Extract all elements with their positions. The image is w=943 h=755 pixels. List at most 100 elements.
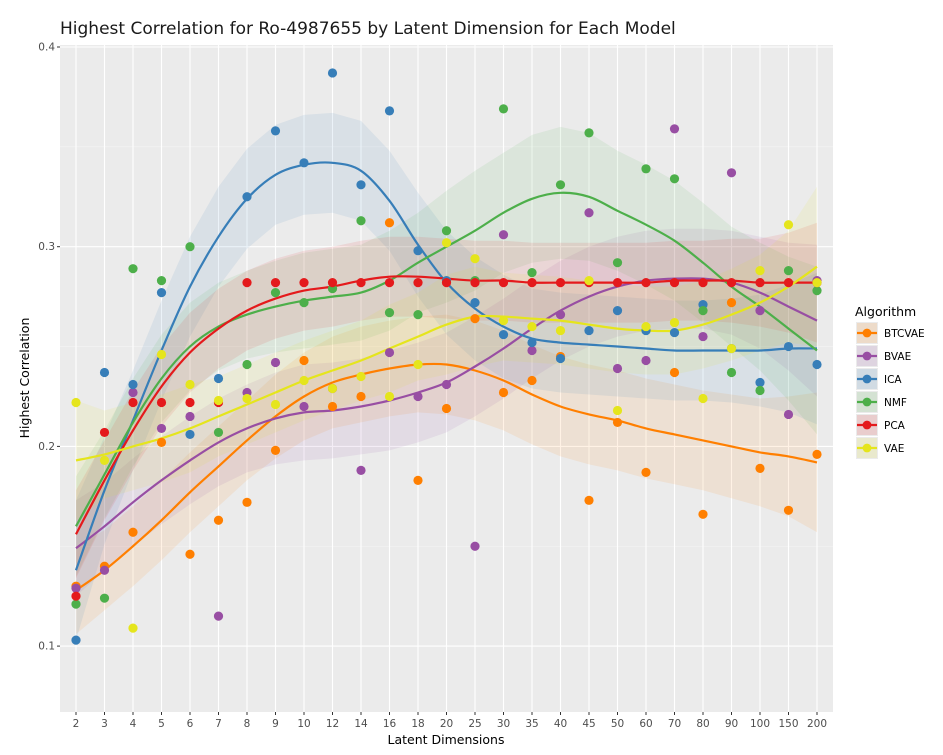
point-ica bbox=[413, 246, 423, 256]
point-ica bbox=[470, 298, 480, 308]
point-bvae bbox=[413, 391, 423, 402]
point-bvae bbox=[498, 230, 509, 240]
point-ica bbox=[612, 306, 623, 316]
point-btcvae bbox=[156, 437, 167, 448]
legend-label: VAE bbox=[884, 443, 904, 455]
legend-label: BTCVAE bbox=[884, 328, 925, 340]
point-ica bbox=[584, 325, 594, 336]
x-tick-label: 3 bbox=[101, 718, 108, 730]
point-nmf bbox=[242, 359, 252, 370]
point-ica bbox=[669, 327, 680, 338]
x-tick-label: 45 bbox=[582, 718, 595, 730]
x-tick-label: 150 bbox=[778, 718, 798, 730]
point-ica bbox=[71, 635, 81, 645]
point-btcvae bbox=[299, 355, 309, 366]
point-vae bbox=[783, 220, 794, 230]
point-vae bbox=[812, 278, 822, 288]
x-tick-label: 18 bbox=[411, 718, 424, 730]
y-axis: 0.1 0.2 0.3 0.4 bbox=[38, 41, 60, 653]
point-vae bbox=[413, 359, 423, 370]
point-nmf bbox=[213, 427, 224, 438]
legend-key-point bbox=[862, 328, 872, 338]
point-pca bbox=[299, 278, 309, 288]
point-btcvae bbox=[384, 218, 395, 228]
point-pca bbox=[755, 278, 765, 288]
point-pca bbox=[669, 278, 680, 288]
point-vae bbox=[641, 321, 651, 332]
point-btcvae bbox=[612, 417, 623, 428]
point-nmf bbox=[71, 599, 81, 609]
point-pca bbox=[356, 278, 366, 288]
x-tick-label: 16 bbox=[383, 718, 397, 730]
x-tick-label: 7 bbox=[215, 718, 222, 730]
point-ica bbox=[242, 192, 252, 202]
point-nmf bbox=[441, 226, 452, 236]
point-pca bbox=[384, 278, 395, 288]
point-vae bbox=[270, 399, 281, 410]
point-vae bbox=[612, 405, 623, 416]
point-btcvae bbox=[185, 549, 195, 559]
point-nmf bbox=[555, 180, 566, 190]
point-vae bbox=[584, 276, 594, 286]
point-vae bbox=[555, 325, 566, 336]
point-vae bbox=[156, 349, 167, 360]
point-bvae bbox=[185, 411, 195, 422]
confidence-band-ica bbox=[76, 112, 817, 641]
point-vae bbox=[441, 238, 452, 248]
point-vae bbox=[356, 371, 366, 382]
point-pca bbox=[498, 278, 509, 288]
point-btcvae bbox=[327, 401, 338, 412]
point-pca bbox=[270, 278, 281, 288]
x-tick-label: 30 bbox=[497, 718, 510, 730]
point-nmf bbox=[384, 307, 395, 318]
x-tick-label: 100 bbox=[750, 718, 770, 730]
point-nmf bbox=[527, 268, 537, 278]
point-pca bbox=[612, 278, 623, 288]
confidence-band-pca bbox=[76, 222, 817, 579]
point-btcvae bbox=[755, 463, 765, 473]
point-btcvae bbox=[812, 449, 822, 459]
x-tick-label: 25 bbox=[468, 718, 481, 730]
legend-item-btcvae: BTCVAE bbox=[856, 322, 925, 344]
point-btcvae bbox=[242, 497, 252, 507]
x-tick-label: 80 bbox=[696, 718, 709, 730]
point-bvae bbox=[698, 331, 708, 342]
x-axis: 2 3 4 5 6 7 8 9 10 12 14 16 18 20 25 30 35 40 45 50 60 70 80 90… bbox=[73, 712, 827, 730]
point-bvae bbox=[755, 306, 765, 316]
point-bvae bbox=[99, 565, 110, 575]
legend-key-point bbox=[862, 397, 872, 407]
point-bvae bbox=[726, 168, 737, 178]
point-vae bbox=[755, 266, 765, 276]
point-nmf bbox=[783, 266, 794, 276]
point-vae bbox=[299, 375, 309, 386]
y-tick-label: 0.3 bbox=[38, 241, 55, 253]
point-btcvae bbox=[498, 387, 509, 398]
legend-key-point bbox=[862, 351, 872, 361]
point-ica bbox=[812, 359, 822, 370]
point-nmf bbox=[156, 276, 167, 286]
point-pca bbox=[185, 397, 195, 408]
legend-label: PCA bbox=[884, 420, 906, 432]
legend-item-vae: VAE bbox=[856, 437, 904, 459]
point-pca bbox=[555, 278, 566, 288]
legend-label: BVAE bbox=[884, 351, 911, 363]
x-tick-label: 35 bbox=[525, 718, 538, 730]
point-bvae bbox=[612, 363, 623, 374]
point-nmf bbox=[726, 367, 737, 378]
point-nmf bbox=[413, 309, 423, 320]
x-tick-label: 90 bbox=[725, 718, 738, 730]
point-nmf bbox=[128, 264, 138, 274]
point-bvae bbox=[783, 409, 794, 420]
legend-key-point bbox=[862, 374, 872, 384]
point-pca bbox=[527, 278, 537, 288]
point-vae bbox=[527, 321, 537, 332]
point-nmf bbox=[584, 128, 594, 138]
point-ica bbox=[327, 68, 338, 78]
y-tick-label: 0.4 bbox=[38, 41, 55, 53]
point-btcvae bbox=[413, 475, 423, 485]
point-ica bbox=[384, 106, 395, 116]
legend-item-pca: PCA bbox=[856, 414, 906, 436]
point-ica bbox=[555, 353, 566, 364]
point-pca bbox=[71, 591, 81, 601]
